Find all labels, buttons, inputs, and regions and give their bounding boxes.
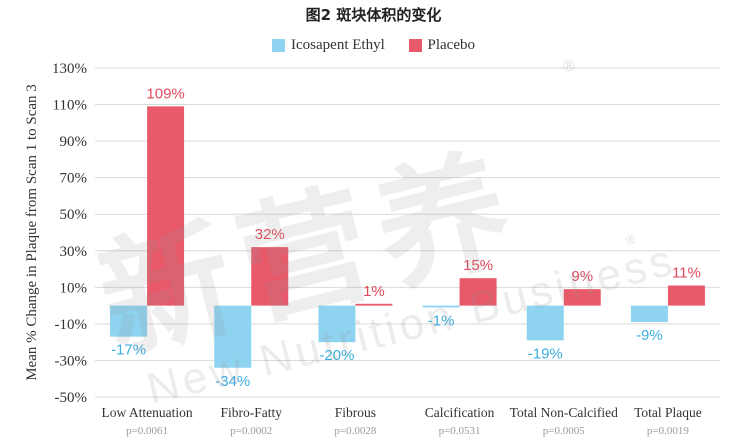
x-tick-label: Fibro-Fatty [220,405,282,420]
y-tick-label: -30% [55,353,88,369]
data-label-placebo: 15% [463,257,493,274]
data-label-icosapent: -19% [528,345,563,362]
bar-icosapent [630,305,668,323]
legend-swatch-icosapent [272,39,286,52]
legend: Icosapent Ethyl Placebo [0,37,747,57]
legend-item-icosapent: Icosapent Ethyl [272,37,385,54]
y-tick-label: 90% [60,134,88,150]
data-label-placebo: 9% [571,268,593,285]
y-tick-label: 30% [60,244,88,260]
legend-label-placebo: Placebo [427,37,475,53]
y-tick-label: -10% [55,317,88,333]
data-label-icosapent: -9% [636,327,663,344]
y-tick-label: 110% [53,98,87,114]
data-label-placebo: 11% [672,265,701,282]
y-axis-label: Mean % Change in Plaque from Scan 1 to S… [24,84,40,381]
legend-item-placebo: Placebo [408,37,475,54]
p-value-label: p=0.0028 [334,425,376,437]
data-label-placebo: 1% [363,283,385,300]
x-tick-label: Total Non-Calcified [510,405,618,420]
p-value-label: p=0.0531 [439,425,481,437]
bar-placebo [459,278,497,306]
bar-placebo [251,247,289,306]
legend-swatch-placebo [408,39,422,52]
p-value-label: p=0.0061 [126,425,168,437]
y-tick-label: 70% [60,171,88,187]
x-tick-label: Low Attenuation [102,405,193,420]
p-value-label: p=0.0019 [647,425,689,437]
p-value-label: p=0.0005 [543,425,585,437]
data-label-icosapent: -34% [215,373,250,390]
bar-icosapent [318,305,356,343]
data-label-placebo: 109% [146,85,184,102]
legend-label-icosapent: Icosapent Ethyl [291,37,385,53]
bar-icosapent [422,305,460,308]
bar-placebo [563,289,601,306]
data-label-placebo: 32% [255,226,285,243]
y-tick-label: -50% [55,390,88,406]
bar-placebo [355,303,393,306]
x-tick-label: Fibrous [335,405,376,420]
y-tick-label: 10% [60,280,88,296]
bar-placebo [147,106,185,306]
bar-placebo [667,285,705,306]
y-tick-label: 50% [60,207,88,223]
data-label-icosapent: -17% [111,342,146,359]
bar-icosapent [214,305,252,368]
data-label-icosapent: -1% [428,312,455,329]
p-value-label: p=0.0002 [230,425,272,437]
data-label-icosapent: -20% [319,347,354,364]
chart-title: 图2 斑块体积的变化 [305,6,442,24]
x-tick-label: Calcification [425,405,495,420]
bar-icosapent [526,305,564,341]
x-tick-label: Total Plaque [634,405,702,420]
y-tick-label: 130% [52,61,87,77]
bar-icosapent [110,305,148,337]
